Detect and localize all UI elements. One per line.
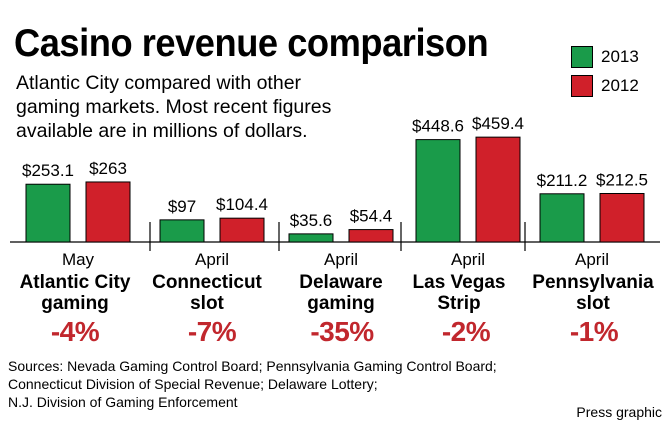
chart-title: Casino revenue comparison: [14, 22, 489, 65]
bar-value-label: $253.1: [22, 161, 74, 180]
category-name: Delaware gaming: [266, 272, 416, 314]
bar-2013: [159, 219, 205, 243]
category-name-line: Las Vegas: [412, 272, 506, 293]
month-label: April: [575, 250, 609, 269]
subtitle-line: gaming markets. Most recent figures: [16, 96, 332, 118]
bar-2013: [288, 233, 334, 243]
bar-2012: [85, 181, 131, 243]
category-name-line: gaming: [41, 293, 109, 314]
bar-2013: [539, 193, 585, 243]
category-name: Las Vegas Strip: [384, 272, 534, 314]
bar-value-label: $448.6: [412, 117, 464, 136]
bar-value-label: $35.6: [290, 211, 333, 230]
category-name-line: Connecticut: [152, 272, 262, 293]
category-name-line: gaming: [307, 293, 375, 314]
legend-item-2012: 2012: [571, 75, 639, 97]
legend-item-2013: 2013: [571, 46, 639, 68]
bar-2013: [25, 183, 71, 243]
sources-line: Sources: Nevada Gaming Control Board; Pe…: [8, 358, 497, 374]
bar-value-label: $459.4: [472, 114, 524, 133]
bar-2013: [415, 139, 461, 243]
percent-change: -7%: [187, 316, 237, 347]
legend-label-2013: 2013: [601, 47, 639, 66]
bar-2012: [599, 192, 645, 243]
bar-value-label: $54.4: [350, 207, 393, 226]
category-name: Pennsylvania slot: [518, 272, 668, 314]
bar-value-label: $211.2: [537, 171, 588, 190]
credit-line: Press graphic: [576, 404, 662, 420]
percent-change: -2%: [441, 316, 491, 347]
bar-value-label: $104.4: [216, 195, 268, 214]
category-name-line: Atlantic City: [19, 272, 131, 293]
category-name-line: slot: [190, 293, 224, 314]
category-name: Connecticut slot: [132, 272, 282, 314]
bar-2012: [219, 217, 265, 243]
bar-2012: [348, 229, 394, 243]
percent-change: -35%: [310, 316, 374, 347]
category-name-line: Pennsylvania: [532, 272, 654, 293]
bar-value-label: $263: [89, 159, 127, 178]
bar-value-label: $212.5: [596, 170, 648, 189]
bar-2012: [475, 136, 521, 243]
subtitle-line: Atlantic City compared with other: [16, 72, 302, 94]
category-name: Atlantic City gaming: [0, 272, 150, 314]
category-name-line: Strip: [437, 293, 481, 314]
month-label: April: [451, 250, 485, 269]
sources-line: N.J. Division of Gaming Enforcement: [8, 394, 238, 410]
category-name-line: slot: [576, 293, 610, 314]
month-label: April: [324, 250, 358, 269]
legend-swatch-2013: [571, 46, 593, 68]
month-label: April: [195, 250, 229, 269]
subtitle-line: available are in millions of dollars.: [16, 120, 308, 142]
percent-change: -1%: [569, 316, 619, 347]
legend-swatch-2012: [571, 75, 593, 97]
sources-note: Sources: Nevada Gaming Control Board; Pe…: [8, 357, 497, 411]
sources-line: Connecticut Division of Special Revenue;…: [8, 376, 378, 392]
chart-subtitle: Atlantic City compared with other gaming…: [16, 71, 406, 143]
percent-change: -4%: [50, 316, 100, 347]
bar-value-label: $97: [168, 197, 196, 216]
category-name-line: Delaware: [299, 272, 383, 293]
legend-label-2012: 2012: [601, 76, 639, 95]
month-label: May: [62, 250, 95, 269]
